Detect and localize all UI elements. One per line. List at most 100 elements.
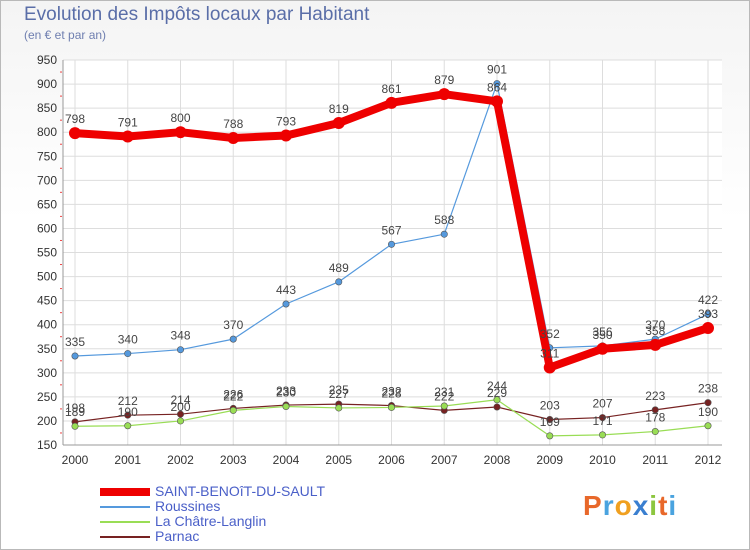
legend-swatch — [100, 536, 150, 538]
data-point — [440, 402, 448, 410]
data-label: 879 — [434, 73, 454, 87]
x-tick-label: 2009 — [536, 453, 563, 467]
data-point — [174, 126, 187, 139]
data-point — [598, 431, 606, 439]
data-label: 901 — [487, 63, 507, 77]
data-point — [546, 415, 554, 423]
data-label: 588 — [434, 213, 454, 227]
y-tick-label: 900 — [37, 77, 57, 91]
y-tick-label: 950 — [37, 53, 57, 67]
x-tick-label: 2007 — [431, 453, 458, 467]
data-point — [440, 230, 448, 238]
data-label: 171 — [592, 414, 612, 428]
data-point — [335, 278, 343, 286]
x-tick-label: 2010 — [589, 453, 616, 467]
data-label: 222 — [434, 389, 454, 403]
data-label: 178 — [645, 411, 665, 425]
x-tick-label: 2001 — [114, 453, 141, 467]
data-label: 169 — [540, 415, 560, 429]
data-label: 356 — [592, 325, 612, 339]
data-label: 233 — [276, 384, 296, 398]
data-point — [71, 352, 79, 360]
data-label: 231 — [434, 385, 454, 399]
data-label: 200 — [170, 400, 190, 414]
x-tick-label: 2003 — [220, 453, 247, 467]
data-label: 798 — [65, 112, 85, 126]
data-label: 223 — [645, 389, 665, 403]
y-tick-label: 200 — [37, 414, 57, 428]
proxiti-logo: Proxiti — [583, 490, 677, 522]
data-label: 340 — [118, 333, 138, 347]
legend-label: Parnac — [155, 528, 200, 544]
data-label: 348 — [170, 329, 190, 343]
y-tick-label: 500 — [37, 270, 57, 284]
data-label: 352 — [540, 327, 560, 341]
x-tick-label: 2012 — [695, 453, 722, 467]
data-point — [71, 422, 79, 430]
y-tick-label: 250 — [37, 390, 57, 404]
data-point — [493, 396, 501, 404]
y-tick-label: 650 — [37, 197, 57, 211]
data-point — [69, 127, 81, 140]
logo-letter: t — [658, 490, 669, 521]
data-label: 358 — [645, 324, 665, 338]
data-point — [704, 310, 712, 318]
data-label: 227 — [329, 387, 349, 401]
data-point — [229, 406, 237, 414]
data-label: 819 — [329, 102, 349, 116]
data-label: 207 — [592, 397, 612, 411]
data-label: 190 — [698, 405, 718, 419]
x-tick-label: 2006 — [378, 453, 405, 467]
data-point — [543, 361, 556, 374]
data-label: 335 — [65, 335, 85, 349]
data-label: 350 — [592, 328, 612, 342]
data-label: 791 — [118, 116, 138, 130]
data-label: 232 — [381, 385, 401, 399]
data-label: 793 — [276, 115, 296, 129]
data-point — [438, 88, 451, 101]
data-point — [493, 403, 501, 411]
data-label: 238 — [698, 382, 718, 396]
data-point — [651, 428, 659, 436]
data-label: 235 — [329, 383, 349, 397]
data-label: 311 — [540, 347, 559, 361]
data-label: 203 — [540, 398, 560, 412]
logo-letter: r — [602, 490, 615, 521]
data-point — [387, 240, 395, 248]
y-tick-label: 700 — [37, 173, 57, 187]
data-point — [385, 96, 398, 109]
data-point — [177, 410, 185, 418]
data-point — [124, 411, 132, 419]
y-tick-label: 850 — [37, 101, 57, 115]
chart-subtitle: (en € et par an) — [24, 28, 107, 42]
x-tick-label: 2002 — [167, 453, 194, 467]
y-tick-label: 800 — [37, 125, 57, 139]
x-tick-label: 2004 — [273, 453, 300, 467]
data-point — [335, 404, 343, 412]
data-label: 800 — [170, 111, 190, 125]
data-point — [280, 129, 292, 142]
data-label: 422 — [698, 293, 718, 307]
x-tick-label: 2005 — [325, 453, 352, 467]
legend-swatch — [100, 506, 150, 508]
y-tick-label: 400 — [37, 318, 57, 332]
data-label: 489 — [329, 261, 349, 275]
data-label: 189 — [65, 405, 85, 419]
data-point — [651, 406, 659, 414]
data-point — [177, 417, 185, 425]
y-tick-label: 300 — [37, 366, 57, 380]
data-point — [282, 300, 290, 308]
data-label: 214 — [170, 393, 190, 407]
y-tick-label: 550 — [37, 246, 57, 260]
data-label: 228 — [381, 386, 401, 400]
data-label: 567 — [381, 223, 401, 237]
data-point — [596, 342, 609, 355]
data-label: 226 — [223, 387, 243, 401]
data-label: 443 — [276, 283, 296, 297]
data-label: 212 — [118, 394, 138, 408]
data-point — [121, 130, 134, 143]
data-label: 788 — [223, 117, 243, 131]
data-label: 864 — [487, 80, 507, 94]
legend-swatch — [100, 521, 150, 523]
